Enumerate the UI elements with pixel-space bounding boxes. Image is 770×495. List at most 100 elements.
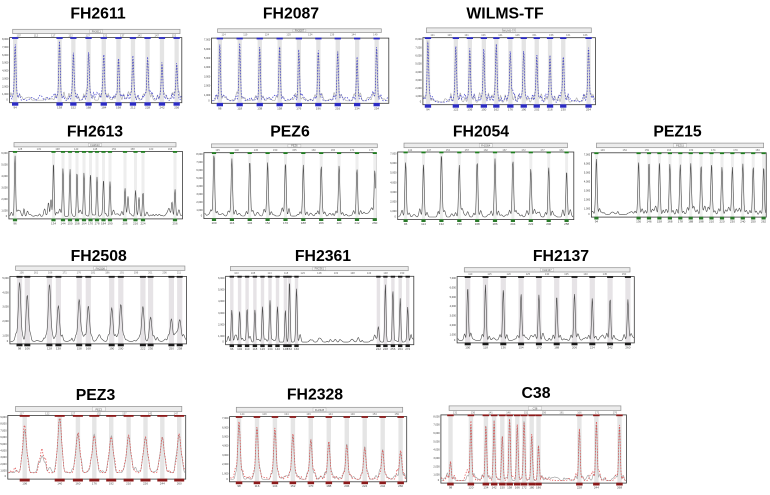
svg-text:0: 0 — [226, 478, 228, 481]
svg-text:118: 118 — [284, 271, 289, 275]
svg-text:148: 148 — [93, 147, 98, 151]
svg-text:211: 211 — [177, 271, 182, 275]
svg-text:154: 154 — [519, 345, 524, 349]
svg-text:157: 157 — [465, 148, 470, 152]
svg-text:98: 98 — [218, 106, 222, 110]
svg-text:139: 139 — [330, 33, 335, 37]
svg-text:125: 125 — [526, 272, 531, 276]
svg-text:186: 186 — [536, 486, 541, 490]
svg-text:PEZ15: PEZ15 — [653, 124, 702, 141]
svg-text:3,000: 3,000 — [390, 191, 397, 194]
svg-text:154: 154 — [372, 412, 377, 416]
svg-text:115: 115 — [487, 272, 492, 276]
svg-text:143: 143 — [367, 271, 372, 275]
svg-text:156: 156 — [19, 271, 24, 275]
svg-text:4,000: 4,000 — [196, 185, 203, 188]
svg-text:150: 150 — [622, 272, 627, 276]
svg-text:152: 152 — [446, 148, 451, 152]
svg-text:262: 262 — [761, 220, 766, 224]
svg-text:184: 184 — [755, 148, 760, 152]
svg-text:191: 191 — [120, 271, 125, 275]
svg-text:0: 0 — [438, 479, 440, 482]
svg-text:2,000: 2,000 — [1, 198, 8, 201]
svg-text:188: 188 — [326, 484, 331, 488]
svg-text:164: 164 — [81, 221, 86, 225]
svg-text:PEZ6: PEZ6 — [270, 124, 310, 141]
svg-text:151: 151 — [524, 411, 529, 415]
svg-text:5,000: 5,000 — [222, 436, 229, 439]
svg-text:C38: C38 — [522, 385, 551, 402]
svg-text:175: 175 — [369, 148, 374, 152]
svg-text:150: 150 — [481, 108, 486, 112]
svg-text:248: 248 — [383, 347, 388, 351]
svg-text:224: 224 — [337, 221, 342, 225]
svg-text:168: 168 — [86, 346, 91, 350]
svg-text:98: 98 — [237, 484, 241, 488]
svg-text:6,000: 6,000 — [1, 152, 8, 155]
svg-text:2,000: 2,000 — [0, 463, 7, 466]
svg-text:170: 170 — [88, 221, 93, 225]
svg-text:FH2087: FH2087 — [295, 29, 305, 33]
svg-text:230: 230 — [561, 108, 566, 112]
svg-text:7,000: 7,000 — [584, 153, 591, 156]
svg-text:106: 106 — [22, 482, 27, 486]
svg-text:140: 140 — [583, 272, 588, 276]
svg-text:PEZ15: PEZ15 — [676, 144, 684, 148]
svg-text:110: 110 — [468, 272, 473, 276]
svg-text:94: 94 — [426, 108, 430, 112]
svg-text:141: 141 — [488, 411, 493, 415]
svg-text:112: 112 — [34, 34, 39, 38]
svg-text:4,000: 4,000 — [450, 305, 457, 308]
svg-text:144: 144 — [351, 33, 356, 37]
svg-text:FH2361: FH2361 — [315, 267, 325, 271]
svg-text:200: 200 — [118, 346, 123, 350]
svg-text:4,000: 4,000 — [415, 71, 422, 74]
svg-text:2,000: 2,000 — [584, 199, 591, 202]
svg-text:135: 135 — [215, 148, 220, 152]
svg-text:240: 240 — [546, 222, 551, 226]
svg-text:7,000: 7,000 — [450, 277, 457, 280]
svg-text:113: 113 — [268, 271, 273, 275]
svg-text:244: 244 — [594, 486, 599, 490]
svg-text:139: 139 — [306, 412, 311, 416]
svg-text:140: 140 — [235, 148, 240, 152]
svg-text:4,000: 4,000 — [1, 175, 8, 178]
svg-text:184: 184 — [101, 106, 106, 110]
svg-text:152: 152 — [265, 221, 270, 225]
svg-text:0: 0 — [222, 341, 224, 344]
svg-text:150: 150 — [457, 222, 462, 226]
svg-text:143: 143 — [74, 147, 79, 151]
svg-text:142: 142 — [148, 412, 153, 416]
svg-text:1,000: 1,000 — [450, 333, 457, 336]
svg-text:2,000: 2,000 — [2, 85, 9, 88]
svg-text:140: 140 — [57, 482, 62, 486]
svg-text:204: 204 — [510, 222, 515, 226]
svg-text:FH2054: FH2054 — [453, 124, 509, 141]
svg-text:131: 131 — [453, 411, 458, 415]
svg-text:4,000: 4,000 — [2, 291, 9, 294]
svg-text:129: 129 — [262, 412, 267, 416]
svg-text:103: 103 — [234, 271, 239, 275]
svg-text:166: 166 — [515, 486, 520, 490]
svg-text:224: 224 — [362, 484, 367, 488]
svg-text:162: 162 — [494, 108, 499, 112]
svg-text:206: 206 — [572, 345, 577, 349]
svg-text:5,000: 5,000 — [390, 172, 397, 175]
svg-text:127: 127 — [71, 412, 76, 416]
svg-text:1,000: 1,000 — [584, 208, 591, 211]
svg-text:5,000: 5,000 — [415, 63, 422, 66]
svg-text:216: 216 — [547, 108, 552, 112]
svg-text:FH2137: FH2137 — [542, 268, 552, 272]
svg-text:166: 166 — [48, 271, 53, 275]
svg-text:260: 260 — [177, 482, 182, 486]
svg-text:145: 145 — [603, 272, 608, 276]
svg-text:114: 114 — [421, 222, 426, 226]
svg-text:134: 134 — [483, 486, 488, 490]
svg-text:8,000: 8,000 — [2, 38, 9, 41]
svg-text:272: 272 — [405, 347, 410, 351]
svg-text:7,000: 7,000 — [2, 46, 9, 49]
svg-text:122: 122 — [45, 412, 50, 416]
svg-text:242: 242 — [608, 345, 613, 349]
svg-text:242: 242 — [380, 484, 385, 488]
svg-text:264: 264 — [398, 347, 403, 351]
